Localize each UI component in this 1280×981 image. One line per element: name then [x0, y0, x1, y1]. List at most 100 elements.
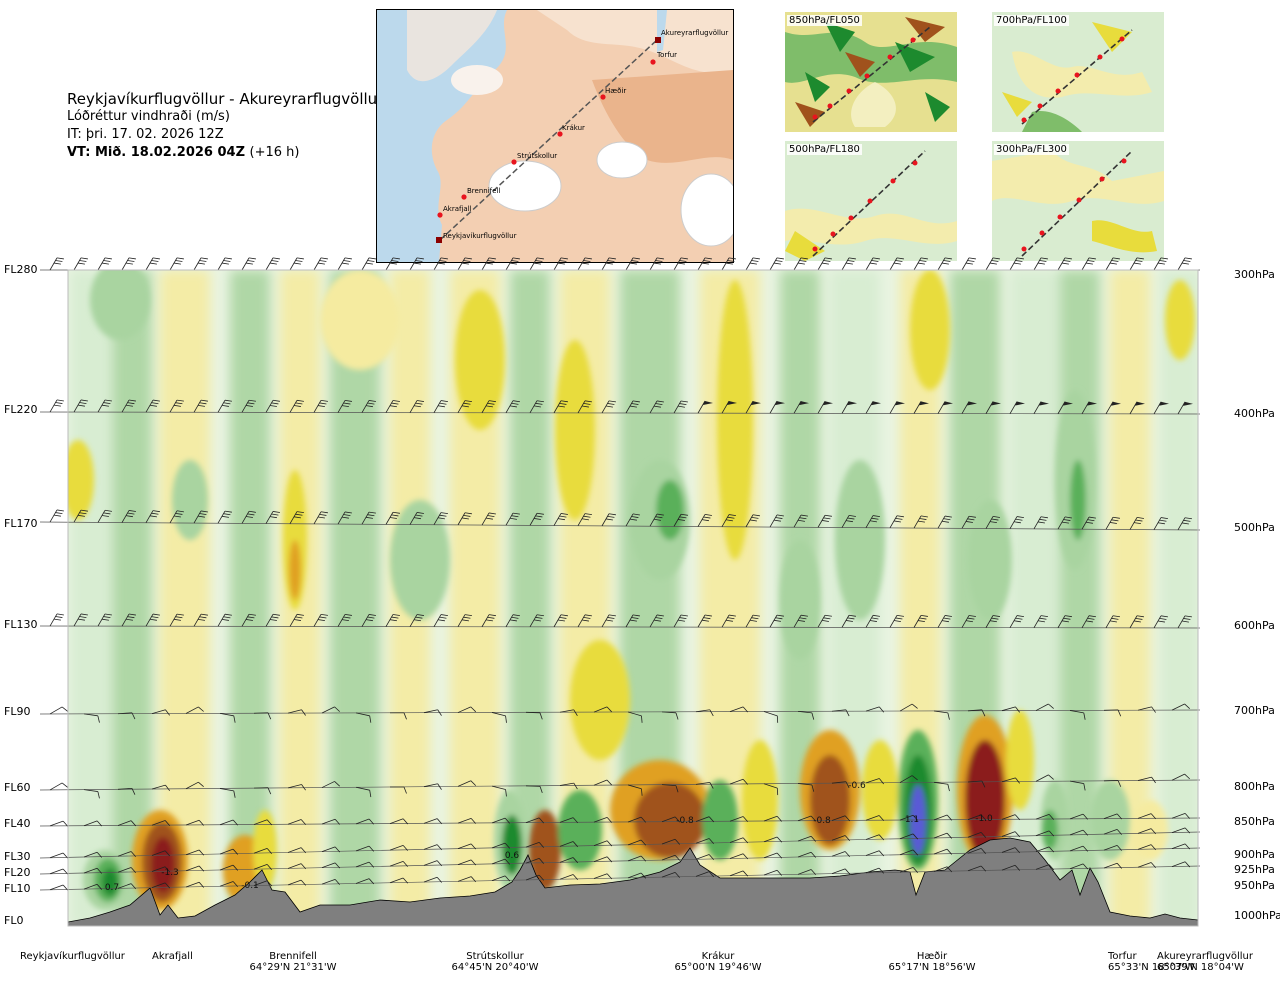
wind-barb: [423, 709, 442, 716]
wind-barb: [289, 257, 304, 271]
wind-barb: [961, 257, 976, 271]
hpa-label: 1000hPa: [1234, 909, 1280, 922]
wind-barb: [1129, 615, 1144, 629]
mini-map-500-svg: [785, 141, 957, 261]
field-cell: [90, 270, 150, 340]
hpa-label: 500hPa: [1234, 521, 1275, 534]
wind-barb: [577, 614, 592, 628]
field-cell: [910, 270, 950, 390]
wind-barb: [831, 851, 851, 857]
wind-barb: [593, 779, 613, 786]
wind-barb: [763, 836, 783, 843]
wind-barb: [355, 861, 375, 868]
wind-barb: [361, 257, 376, 271]
wind-barb: [1137, 844, 1157, 851]
wind-barb: [1103, 813, 1123, 820]
route-map: Akureyrarflugvöllur Torfur Hæðir Krákur …: [376, 9, 734, 263]
value-label: -0.6: [848, 781, 866, 791]
wind-barb: [937, 257, 952, 271]
wind-barb: [601, 614, 616, 628]
field-cell: [555, 340, 595, 520]
wind-barb: [169, 613, 184, 627]
value-label: 0.7: [105, 883, 119, 893]
level-line: [39, 411, 1201, 415]
wind-barb: [97, 509, 112, 523]
wind-barb: [193, 613, 208, 627]
wave-cell: [151, 837, 175, 893]
wind-barb: [151, 709, 171, 716]
wind-barb: [491, 875, 511, 882]
wind-barb: [265, 257, 280, 271]
wind-barb: [219, 819, 239, 826]
wind-barb: [831, 709, 850, 717]
wind-barb: [889, 515, 904, 529]
mini-map-label: 700hPa/FL100: [994, 15, 1069, 26]
wind-barb: [49, 706, 68, 715]
field-cell: [455, 290, 505, 430]
wind-barb: [337, 399, 352, 413]
wind-barb: [481, 614, 496, 627]
wind-barb: [457, 780, 477, 787]
wind-barb: [1153, 401, 1169, 415]
wind-barb: [1081, 401, 1097, 414]
wind-barb: [287, 879, 307, 886]
location-coord: 65°17'N 18°56'W: [888, 962, 976, 973]
wind-barb: [525, 711, 543, 720]
wind-barb: [593, 873, 613, 880]
wave-cell: [965, 740, 1005, 860]
wind-barb: [649, 257, 664, 271]
wind-barb: [899, 849, 919, 856]
mini-map-label: 500hPa/FL180: [787, 144, 862, 155]
wind-barb: [287, 709, 306, 716]
wind-barb: [185, 819, 205, 826]
wave-cell: [702, 780, 738, 860]
wind-barb: [321, 818, 341, 825]
wind-barb: [151, 866, 171, 873]
wind-barb: [193, 399, 208, 413]
wind-barb: [217, 399, 232, 413]
wind-barb: [361, 400, 376, 413]
wind-barb: [1177, 615, 1192, 629]
fl-label: FL90: [4, 705, 31, 718]
wind-barb: [287, 784, 306, 791]
wind-barb: [457, 817, 477, 824]
wind-barb: [865, 401, 881, 414]
mini-map-label: 850hPa/FL050: [787, 15, 862, 26]
wind-barb: [491, 858, 511, 865]
hpa-label: 300hPa: [1234, 268, 1275, 281]
wind-barb: [121, 613, 136, 627]
wind-barb: [423, 818, 443, 825]
wind-barb: [865, 850, 885, 857]
wind-barb: [933, 781, 950, 792]
wind-barb: [457, 614, 472, 627]
wind-barb: [797, 710, 815, 720]
wind-barb: [241, 257, 256, 271]
wind-barb: [217, 510, 232, 524]
wind-barb: [457, 843, 477, 850]
wind-barb: [1009, 615, 1024, 628]
wind-barb: [933, 814, 953, 821]
location-coord: 64°45'N 20°40'W: [451, 962, 539, 973]
wind-barb: [337, 257, 352, 271]
wind-barb: [627, 784, 643, 796]
mini-map-850-svg: [785, 12, 957, 132]
wind-barb: [265, 399, 280, 413]
wave-cell: [529, 810, 561, 890]
wind-barb: [1009, 257, 1024, 271]
value-label: -1.3: [161, 868, 179, 878]
wind-barb: [1057, 615, 1072, 628]
wind-barb: [1033, 615, 1048, 628]
field-cell: [968, 500, 1012, 620]
wind-barb: [361, 614, 376, 627]
field-band: [330, 270, 380, 926]
wind-barb: [1171, 827, 1191, 834]
wind-barb: [729, 816, 749, 822]
field-cell: [320, 270, 400, 370]
hpa-label: 700hPa: [1234, 704, 1275, 717]
wind-barb: [241, 613, 256, 627]
field-band: [70, 270, 110, 926]
wind-barb: [185, 881, 205, 888]
wind-barb: [409, 257, 424, 271]
field-band: [112, 270, 152, 926]
wind-barb: [933, 848, 953, 855]
